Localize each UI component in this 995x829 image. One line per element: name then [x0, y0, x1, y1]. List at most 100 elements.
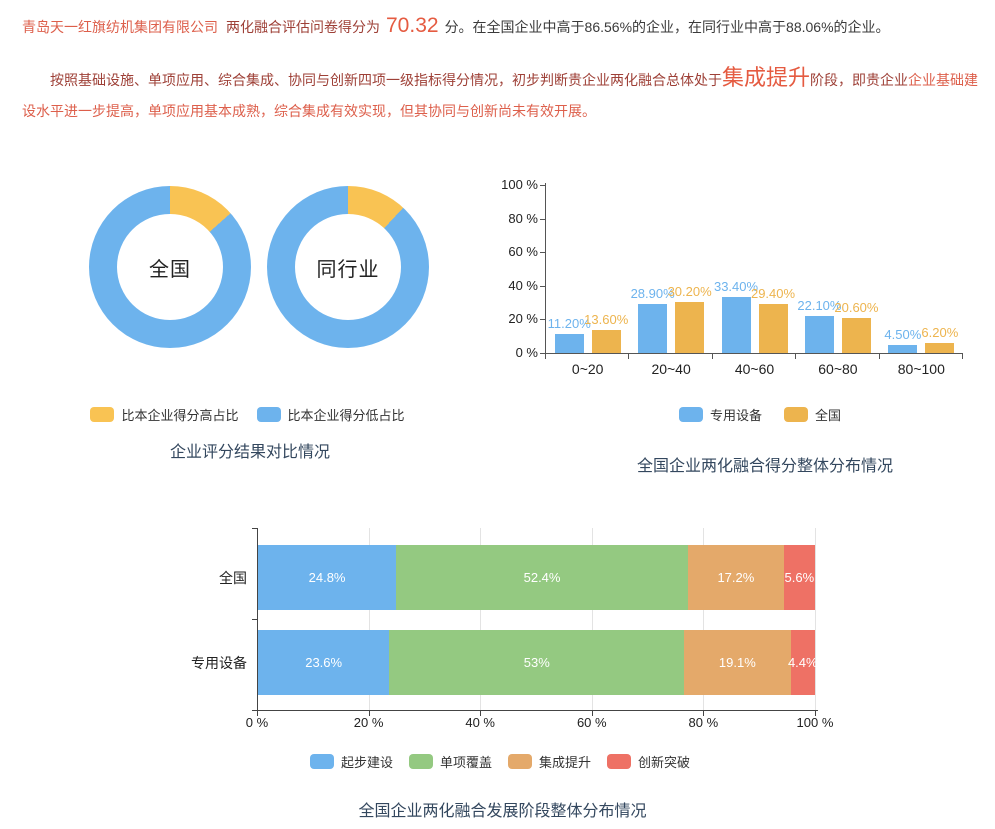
- score-summary-paragraph: 青岛天一红旗纺机集团有限公司 两化融合评估问卷得分为 70.32 分。在全国企业中高于…: [22, 12, 987, 41]
- stacked-row-label: 全国: [219, 570, 247, 586]
- legend-item[interactable]: 集成提升: [508, 752, 591, 771]
- legend-swatch: [678, 407, 703, 422]
- legend-item[interactable]: 全国: [784, 405, 841, 424]
- segment-创新突破-全国: 5.6%: [783, 545, 815, 610]
- stage-highlight-text-1: 企业基础建设: [22, 72, 979, 119]
- legend-label: 专用设备: [709, 408, 762, 423]
- axis-tick: [540, 185, 545, 186]
- legend-label: 起步建设: [340, 755, 393, 770]
- bar-slot: 29.40%: [751, 185, 795, 353]
- score-lead-text: 两化融合评估问卷得分为: [226, 19, 380, 35]
- axis-tick: [703, 711, 705, 716]
- donut-hole: 全国: [117, 214, 223, 320]
- bar-专用设备-80~100: [888, 345, 918, 353]
- axis-tick: [252, 710, 257, 711]
- category-label: 80~100: [897, 361, 945, 377]
- bar-group-80~100: 4.50% 6.20%: [880, 185, 963, 353]
- legend-item[interactable]: 比本企业得分低占比: [256, 405, 405, 424]
- x-axis-tick-label: 100 %: [796, 715, 834, 730]
- axis-tick: [252, 528, 257, 529]
- bar-value-label: 28.90%: [630, 286, 675, 302]
- bar-group-40~60: 33.40% 29.40%: [713, 185, 796, 353]
- stage-mid-text: 阶段，即贵企业: [810, 72, 909, 88]
- axis-tick: [540, 218, 545, 220]
- bar-chart-y-axis-line: [545, 183, 546, 355]
- category-label: 20~40: [651, 361, 691, 377]
- bar-value-label: 33.40%: [713, 278, 759, 294]
- donut-center-label: 同行业: [316, 258, 380, 281]
- segment-value-label: 4.4%: [787, 655, 818, 670]
- category-label: 40~60: [734, 361, 775, 377]
- legend-item[interactable]: 起步建设: [309, 752, 393, 771]
- bar-group-20~40: 28.90% 30.20%: [629, 185, 712, 353]
- bar-slot: 11.20%: [548, 185, 591, 353]
- company-name: 青岛天一红旗纺机集团有限公司: [22, 19, 218, 35]
- bar-value-label: 30.20%: [667, 284, 712, 300]
- legend-label: 单项覆盖: [439, 755, 492, 770]
- gridline: [815, 528, 816, 710]
- legend-item[interactable]: 创新突破: [607, 752, 690, 771]
- legend-label: 比本企业得分高占比: [121, 408, 239, 423]
- stacked-chart-y-axis-line: [257, 528, 258, 711]
- segment-value-label: 17.2%: [717, 570, 755, 585]
- stage-highlight-text-2: 水平进一步提高，单项应用基本成熟，综合集成有效实现，但其协同与创新尚未有效开展。: [36, 103, 596, 119]
- axis-tick: [545, 354, 546, 359]
- segment-value-label: 24.8%: [308, 570, 346, 585]
- segment-集成提升-全国: 17.2%: [687, 545, 784, 610]
- axis-tick: [711, 354, 713, 359]
- axis-tick: [962, 354, 963, 359]
- stacked-bar-special-equipment: 23.6% 53% 19.1% 4.4%: [258, 630, 818, 695]
- segment-value-label: 52.4%: [523, 570, 561, 585]
- segment-起步建设-全国: 24.8%: [258, 545, 397, 610]
- axis-tick: [257, 711, 258, 716]
- segment-value-label: 53%: [523, 655, 550, 670]
- bar-slot: 6.20%: [921, 185, 958, 353]
- y-axis-tick-label: 40 %: [508, 277, 538, 293]
- legend-label: 集成提升: [539, 755, 592, 770]
- axis-tick: [795, 354, 797, 359]
- score-tail-text: 分。在全国企业中高于86.56%的企业，在同行业中高于88.06%的企业。: [444, 19, 890, 35]
- legend-swatch: [256, 407, 281, 422]
- donut-chart-legend: 比本企业得分高占比 比本企业得分低占比: [0, 405, 495, 424]
- category-label: 60~80: [818, 361, 858, 377]
- axis-tick: [252, 619, 257, 620]
- stacked-row-label: 专用设备: [191, 655, 247, 671]
- bar-value-label: 11.20%: [547, 316, 591, 332]
- axis-tick: [540, 285, 545, 287]
- bar-group-60~80: 22.10% 20.60%: [796, 185, 879, 353]
- legend-item[interactable]: 专用设备: [678, 405, 762, 424]
- segment-起步建设-专用设备: 23.6%: [258, 630, 390, 695]
- bar-value-label: 6.20%: [921, 324, 959, 340]
- gridline: [703, 528, 705, 710]
- legend-swatch: [408, 754, 433, 769]
- bar-chart-legend: 专用设备 全国: [545, 405, 975, 424]
- stacked-chart-x-axis-line: [252, 710, 818, 711]
- bar-全国-40~60: [758, 303, 788, 353]
- legend-label: 创新突破: [638, 755, 691, 770]
- axis-tick: [628, 354, 630, 359]
- bar-chart-category-labels: 0~20 20~40 40~60 60~80 80~100: [546, 361, 963, 377]
- bar-value-label: 20.60%: [834, 300, 879, 316]
- bar-value-label: 22.10%: [797, 297, 842, 313]
- legend-swatch: [90, 407, 115, 422]
- y-axis-tick-label: 0 %: [515, 344, 538, 360]
- axis-tick: [591, 711, 593, 716]
- gridline: [480, 528, 482, 710]
- stacked-bar-national: 24.8% 52.4% 17.2% 5.6%: [258, 545, 815, 610]
- legend-swatch: [309, 754, 334, 769]
- legend-item[interactable]: 单项覆盖: [408, 752, 492, 771]
- bar-slot: 22.10%: [797, 185, 841, 353]
- bar-专用设备-0~20: [554, 334, 584, 353]
- donut-chart-national: 全国: [89, 186, 251, 348]
- stacked-chart-gridlines: [257, 528, 816, 710]
- stacked-chart-x-axis-labels: 0 % 20 % 40 % 60 % 80 % 100 %: [227, 715, 845, 730]
- legend-item[interactable]: 比本企业得分高占比: [90, 405, 239, 424]
- x-axis-tick-label: 20 %: [353, 715, 384, 730]
- donut-hole: 同行业: [295, 214, 401, 320]
- axis-tick: [540, 252, 545, 254]
- segment-单项覆盖-专用设备: 53%: [389, 630, 685, 695]
- bar-slot: 20.60%: [834, 185, 878, 353]
- stacked-chart-title: 全国企业两化融合发展阶段整体分布情况: [358, 803, 647, 820]
- bar-全国-0~20: [591, 330, 621, 353]
- segment-value-label: 23.6%: [305, 655, 343, 670]
